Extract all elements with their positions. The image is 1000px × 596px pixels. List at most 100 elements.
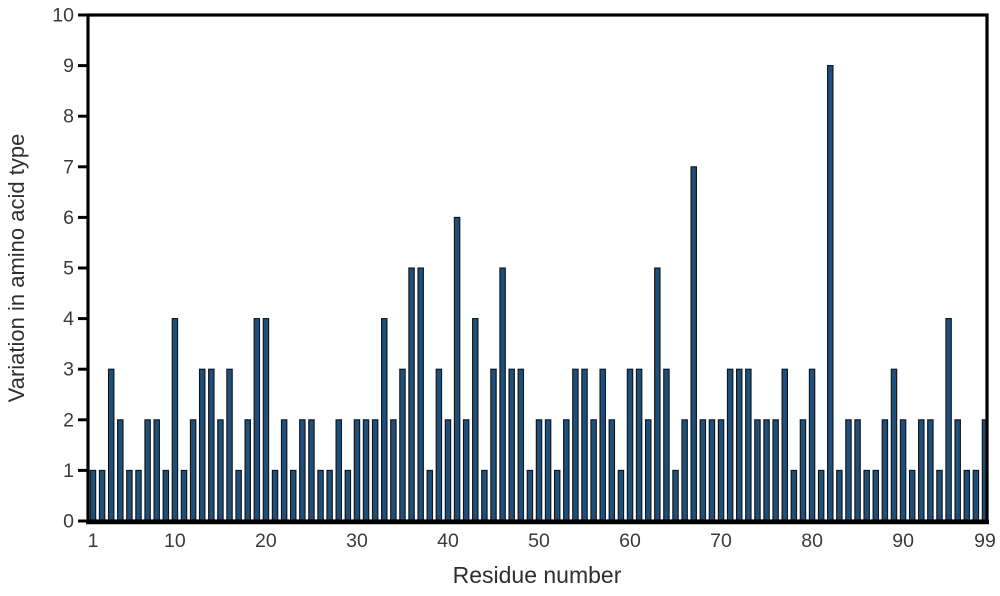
- bar-residue-9: [162, 469, 170, 522]
- bar-residue-23: [289, 469, 297, 522]
- bar-residue-77: [781, 368, 789, 522]
- bar-residue-86: [863, 469, 870, 522]
- bar-residue-95: [945, 318, 952, 522]
- bar-residue-72: [735, 368, 743, 522]
- bar-residue-19: [253, 318, 261, 522]
- bar-residue-74: [754, 419, 761, 522]
- bar-residue-39: [435, 368, 443, 522]
- x-tick-label-1: 1: [88, 530, 99, 552]
- bar-residue-55: [581, 368, 588, 522]
- bar-residue-27: [326, 469, 333, 522]
- y-tick-label-6: 6: [63, 207, 74, 229]
- bar-residue-93: [927, 419, 934, 522]
- bar-residue-97: [963, 469, 971, 522]
- x-ticks-group: 1 10 20 30 40 50 60 70 80 90 99: [88, 530, 996, 552]
- bar-residue-60: [626, 368, 634, 522]
- bar-residue-44: [481, 469, 488, 522]
- bar-residue-92: [918, 419, 925, 522]
- bar-residue-68: [699, 419, 707, 522]
- bar-residue-11: [180, 469, 188, 522]
- y-tick-label-9: 9: [63, 55, 74, 77]
- bar-residue-25: [308, 419, 315, 522]
- bar-residue-18: [244, 419, 251, 522]
- bar-residue-63: [654, 267, 661, 522]
- bar-residue-58: [608, 419, 616, 522]
- bar-residue-33: [381, 318, 388, 522]
- bar-residue-43: [472, 318, 479, 522]
- bar-residue-30: [353, 419, 361, 522]
- bar-residue-75: [763, 419, 770, 522]
- x-tick-label-80: 80: [801, 530, 823, 552]
- bar-residue-98: [972, 469, 980, 522]
- bar-residue-8: [153, 419, 160, 522]
- y-tick-label-0: 0: [63, 511, 74, 533]
- bar-residue-61: [635, 368, 643, 522]
- bar-residue-90: [899, 419, 907, 522]
- bar-residue-48: [517, 368, 525, 522]
- bar-residue-87: [872, 469, 880, 522]
- x-tick-label-70: 70: [710, 530, 732, 552]
- bar-residue-28: [335, 419, 343, 522]
- bar-residue-26: [317, 469, 324, 522]
- x-tick-label-99: 99: [974, 530, 996, 552]
- bar-residue-37: [417, 267, 424, 522]
- bar-residue-34: [390, 419, 397, 522]
- bar-residue-20: [262, 318, 270, 522]
- y-tick-label-5: 5: [63, 258, 74, 280]
- bar-residue-91: [908, 469, 916, 522]
- y-tick-label-7: 7: [63, 156, 74, 178]
- y-tick-label-1: 1: [63, 460, 74, 482]
- bar-residue-3: [107, 368, 115, 522]
- bar-residue-45: [490, 368, 497, 522]
- y-tick-label-10: 10: [52, 5, 74, 27]
- bar-residue-36: [408, 267, 415, 522]
- bar-residue-79: [799, 419, 807, 522]
- bar-residue-40: [444, 419, 452, 522]
- bar-residue-94: [936, 469, 943, 522]
- x-tick-label-60: 60: [619, 530, 641, 552]
- y-ticks-group: 0 1 2 3 4 5 6 7 8 9 10: [52, 5, 88, 533]
- bar-residue-83: [836, 469, 843, 522]
- bar-residue-17: [235, 469, 242, 522]
- bar-residue-65: [672, 469, 679, 522]
- bar-residue-5: [126, 469, 133, 522]
- bar-residue-69: [708, 419, 716, 522]
- x-tick-label-10: 10: [164, 530, 186, 552]
- bar-residue-12: [189, 419, 197, 522]
- y-tick-label-3: 3: [63, 359, 74, 381]
- bar-residue-80: [808, 368, 816, 522]
- bar-residue-82: [827, 65, 834, 522]
- bar-residue-88: [881, 419, 889, 522]
- bar-residue-47: [508, 368, 515, 522]
- bar-residue-53: [563, 419, 570, 522]
- bar-residue-41: [453, 216, 461, 522]
- bar-residue-51: [544, 419, 552, 522]
- x-axis-title: Residue number: [453, 562, 622, 588]
- bar-residue-4: [117, 419, 124, 522]
- bar-residue-15: [217, 419, 224, 522]
- bar-residue-14: [208, 368, 215, 522]
- bar-residue-6: [135, 469, 142, 522]
- bar-residue-22: [280, 419, 288, 522]
- bar-residue-81: [817, 469, 825, 522]
- bar-residue-35: [399, 368, 406, 522]
- bar-residue-46: [499, 267, 506, 522]
- bar-residue-38: [426, 469, 434, 522]
- bar-residue-32: [371, 419, 379, 522]
- bar-residue-31: [362, 419, 370, 522]
- x-tick-label-50: 50: [528, 530, 550, 552]
- bar-residue-21: [271, 469, 279, 522]
- bar-residue-67: [690, 166, 697, 522]
- bar-residue-50: [535, 419, 543, 522]
- bar-residue-42: [462, 419, 470, 522]
- x-tick-label-30: 30: [346, 530, 368, 552]
- bar-residue-84: [845, 419, 852, 522]
- bar-residue-24: [299, 419, 306, 522]
- bar-residue-96: [954, 419, 961, 522]
- bar-residue-89: [890, 368, 898, 522]
- bar-residue-7: [144, 419, 151, 522]
- x-tick-label-20: 20: [255, 530, 277, 552]
- bar-residue-70: [717, 419, 725, 522]
- bar-residue-62: [644, 419, 652, 522]
